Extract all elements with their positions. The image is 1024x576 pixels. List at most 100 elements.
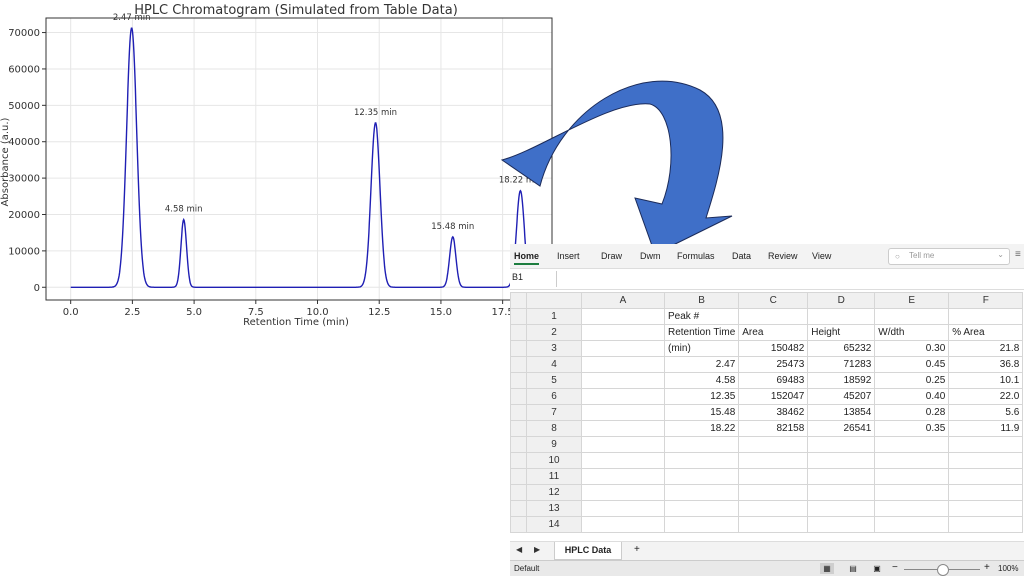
row-header[interactable]: 5: [526, 372, 582, 389]
zoom-in-button[interactable]: +: [984, 562, 990, 573]
row-header[interactable]: 12: [526, 484, 582, 501]
cell[interactable]: 26541: [807, 420, 876, 437]
tab-insert[interactable]: Insert: [557, 251, 580, 261]
cell[interactable]: [581, 404, 665, 421]
cell[interactable]: [581, 436, 665, 453]
cell[interactable]: % Area: [948, 324, 1024, 341]
row-header[interactable]: 11: [526, 468, 582, 485]
row-header[interactable]: 7: [526, 404, 582, 421]
cell[interactable]: 82158: [738, 420, 809, 437]
cell[interactable]: [581, 420, 665, 437]
cell[interactable]: [874, 436, 950, 453]
cell[interactable]: 21.8: [948, 340, 1024, 357]
cell[interactable]: W/dth: [874, 324, 950, 341]
cell[interactable]: [807, 452, 876, 469]
column-header[interactable]: F: [948, 292, 1024, 309]
cell[interactable]: [581, 516, 665, 533]
cell[interactable]: [948, 500, 1024, 517]
cell[interactable]: 25473: [738, 356, 809, 373]
column-header[interactable]: B: [663, 292, 740, 309]
cell[interactable]: 152047: [738, 388, 809, 405]
cell[interactable]: (min): [663, 340, 740, 357]
cell[interactable]: 22.0: [948, 388, 1024, 405]
cell[interactable]: [874, 500, 950, 517]
cell[interactable]: 0.30: [874, 340, 950, 357]
cell[interactable]: [948, 468, 1024, 485]
cell[interactable]: [874, 516, 950, 533]
cell[interactable]: 18.22: [663, 420, 740, 437]
menu-icon[interactable]: ≡: [1015, 249, 1021, 260]
column-header[interactable]: E: [874, 292, 950, 309]
cell[interactable]: [948, 452, 1024, 469]
cell[interactable]: [581, 324, 665, 341]
cell[interactable]: [581, 356, 665, 373]
cell[interactable]: [738, 516, 809, 533]
cell[interactable]: [663, 516, 740, 533]
cell[interactable]: [948, 436, 1024, 453]
cell[interactable]: 150482: [738, 340, 809, 357]
cell[interactable]: [581, 388, 665, 405]
cell[interactable]: 18592: [807, 372, 876, 389]
row-header[interactable]: 9: [526, 436, 582, 453]
row-header[interactable]: 6: [526, 388, 582, 405]
cell[interactable]: 13854: [807, 404, 876, 421]
cell[interactable]: Height: [807, 324, 876, 341]
cell[interactable]: [874, 468, 950, 485]
cell[interactable]: [581, 500, 665, 517]
tab-design[interactable]: Dwm: [640, 251, 661, 261]
cell[interactable]: [663, 484, 740, 501]
tab-view[interactable]: View: [812, 251, 832, 261]
row-header[interactable]: 3: [526, 340, 582, 357]
cell[interactable]: [663, 468, 740, 485]
cell[interactable]: [948, 484, 1024, 501]
select-all-corner[interactable]: [510, 292, 527, 309]
cell[interactable]: 10.1: [948, 372, 1024, 389]
cell[interactable]: [581, 340, 665, 357]
tab-review[interactable]: Review: [768, 251, 798, 261]
cell[interactable]: [663, 452, 740, 469]
cell[interactable]: [581, 468, 665, 485]
cell[interactable]: [807, 308, 876, 325]
cell[interactable]: 2.47: [663, 356, 740, 373]
cell[interactable]: [581, 452, 665, 469]
cell[interactable]: Area: [738, 324, 809, 341]
column-header[interactable]: A: [581, 292, 665, 309]
cell[interactable]: [581, 372, 665, 389]
cell[interactable]: [738, 468, 809, 485]
row-header[interactable]: 13: [526, 500, 582, 517]
cell[interactable]: [581, 484, 665, 501]
cell[interactable]: [807, 516, 876, 533]
cell[interactable]: 0.25: [874, 372, 950, 389]
next-sheet-icon[interactable]: ▶: [534, 545, 541, 554]
cell[interactable]: 0.45: [874, 356, 950, 373]
cell[interactable]: 15.48: [663, 404, 740, 421]
cell[interactable]: 5.6: [948, 404, 1024, 421]
row-header-corner[interactable]: [526, 292, 582, 309]
cell[interactable]: Retention Time: [663, 324, 740, 341]
cell[interactable]: 4.58: [663, 372, 740, 389]
add-sheet-button[interactable]: +: [634, 544, 640, 555]
cell[interactable]: [807, 436, 876, 453]
cell[interactable]: [738, 500, 809, 517]
cell[interactable]: [581, 308, 665, 325]
row-header[interactable]: 1: [526, 308, 582, 325]
tab-home[interactable]: Home: [514, 251, 540, 265]
cell[interactable]: [948, 308, 1024, 325]
cell[interactable]: [807, 500, 876, 517]
cell[interactable]: [874, 308, 950, 325]
cell[interactable]: 69483: [738, 372, 809, 389]
row-header[interactable]: 4: [526, 356, 582, 373]
cell[interactable]: 0.35: [874, 420, 950, 437]
page-layout-icon[interactable]: ▤: [849, 564, 857, 573]
tab-data[interactable]: Data: [732, 251, 752, 261]
cell[interactable]: [874, 452, 950, 469]
row-header[interactable]: 8: [526, 420, 582, 437]
cell[interactable]: 36.8: [948, 356, 1024, 373]
tab-draw[interactable]: Draw: [601, 251, 623, 261]
cell[interactable]: [738, 484, 809, 501]
cell[interactable]: [807, 484, 876, 501]
sheet-tab-hplc-data[interactable]: HPLC Data: [554, 542, 622, 560]
cell[interactable]: 38462: [738, 404, 809, 421]
cell[interactable]: [738, 452, 809, 469]
cell[interactable]: 65232: [807, 340, 876, 357]
